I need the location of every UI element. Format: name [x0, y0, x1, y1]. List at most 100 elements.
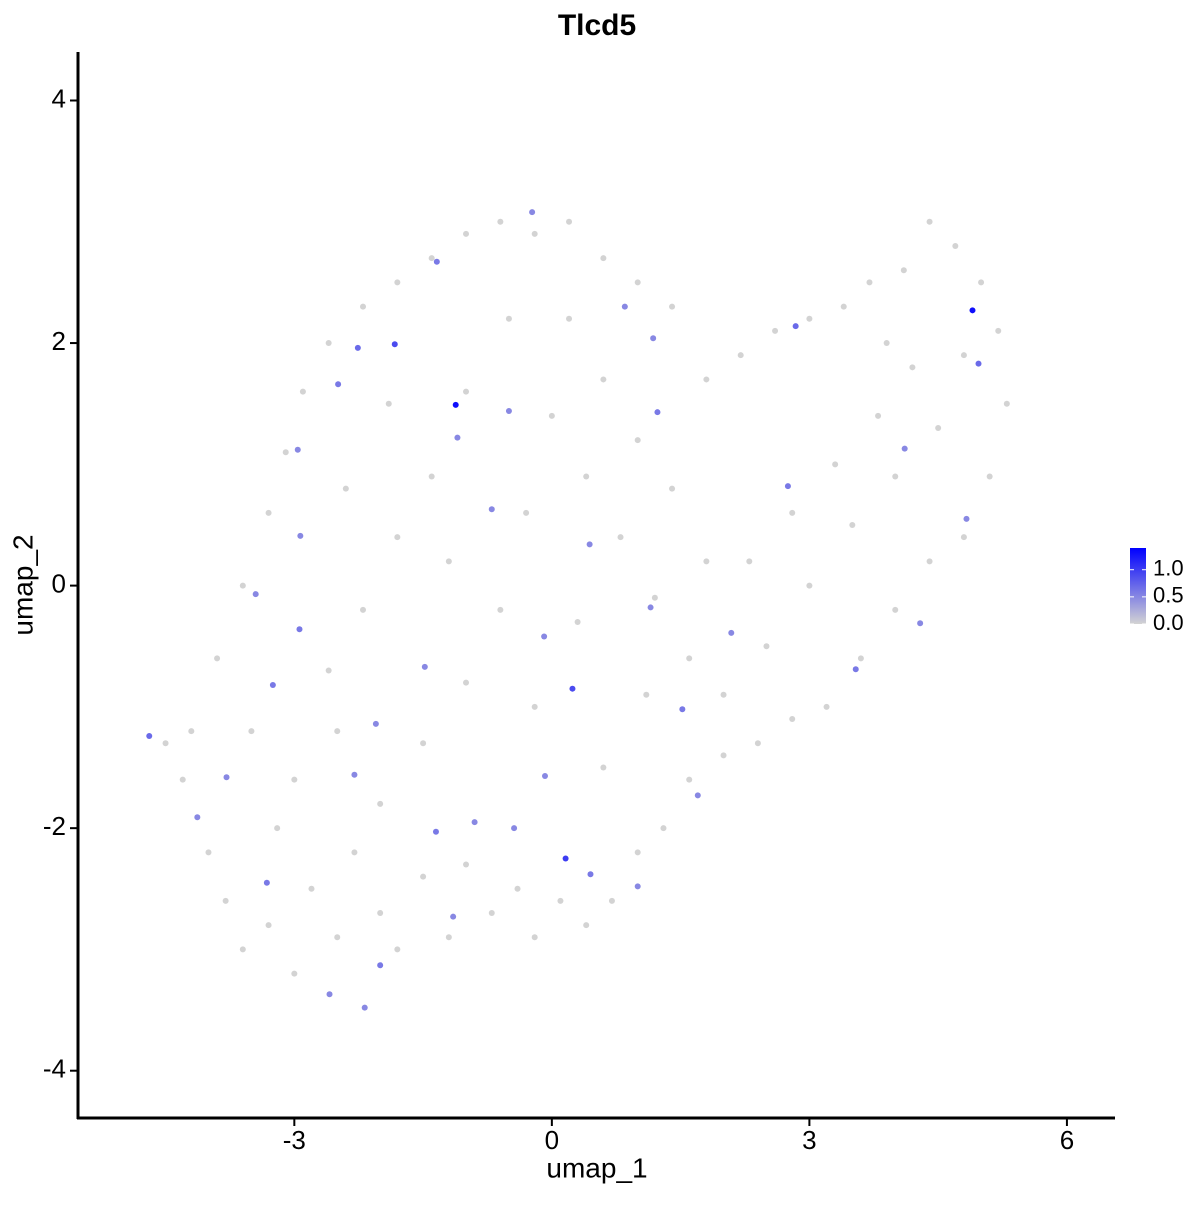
point	[531, 230, 538, 237]
point	[1003, 400, 1010, 407]
chart-title: Tlcd5	[558, 9, 636, 42]
point	[239, 946, 246, 953]
point	[297, 532, 304, 539]
x-tick-label: 0	[545, 1125, 559, 1155]
point	[600, 255, 607, 262]
point	[179, 776, 186, 783]
point	[669, 303, 676, 310]
point	[334, 934, 341, 941]
point	[909, 364, 916, 371]
point	[720, 691, 727, 698]
point	[334, 728, 341, 735]
point	[445, 934, 452, 941]
point	[433, 258, 440, 265]
point	[969, 307, 976, 314]
point	[978, 279, 985, 286]
point	[617, 534, 624, 541]
point	[162, 740, 169, 747]
point	[643, 691, 650, 698]
point	[963, 515, 970, 522]
point	[294, 446, 301, 453]
point	[325, 340, 332, 347]
point	[583, 473, 590, 480]
point	[282, 449, 289, 456]
point	[291, 970, 298, 977]
point	[669, 485, 676, 492]
point	[728, 629, 735, 636]
point	[514, 885, 521, 892]
point	[608, 897, 615, 904]
y-tick-label: 4	[52, 83, 66, 113]
point	[654, 409, 661, 416]
point	[960, 352, 967, 359]
point	[523, 509, 530, 516]
point	[488, 910, 495, 917]
point	[935, 424, 942, 431]
point	[432, 828, 439, 835]
point	[892, 473, 899, 480]
point	[505, 315, 512, 322]
point	[566, 315, 573, 322]
point	[784, 483, 791, 490]
point	[351, 849, 358, 856]
point	[686, 655, 693, 662]
point	[986, 473, 993, 480]
point	[222, 897, 229, 904]
point	[754, 740, 761, 747]
point	[586, 541, 593, 548]
point	[772, 327, 779, 334]
point	[857, 655, 864, 662]
y-tick-label: -4	[43, 1054, 66, 1084]
point	[806, 315, 813, 322]
point	[325, 667, 332, 674]
point	[548, 412, 555, 419]
point	[901, 445, 908, 452]
point	[566, 218, 573, 225]
point	[372, 720, 379, 727]
point	[917, 620, 924, 627]
point	[420, 740, 427, 747]
point	[497, 606, 504, 613]
point	[720, 752, 727, 759]
point	[452, 401, 459, 408]
point	[660, 825, 667, 832]
point	[428, 255, 435, 262]
point	[463, 861, 470, 868]
x-tick-label: 6	[1060, 1125, 1074, 1155]
x-tick-label: 3	[802, 1125, 816, 1155]
point	[926, 218, 933, 225]
point	[600, 376, 607, 383]
x-axis-label: umap_1	[546, 1152, 647, 1183]
point	[463, 388, 470, 395]
point	[188, 728, 195, 735]
point	[541, 773, 548, 780]
point	[737, 352, 744, 359]
point	[866, 279, 873, 286]
point	[529, 209, 536, 216]
point	[505, 407, 512, 414]
point	[248, 728, 255, 735]
y-tick-label: 0	[52, 568, 66, 598]
point	[694, 792, 701, 799]
point	[832, 461, 839, 468]
point	[875, 412, 882, 419]
x-tick-label: -3	[283, 1125, 306, 1155]
point	[274, 825, 281, 832]
point	[883, 340, 890, 347]
point	[263, 879, 270, 886]
point	[763, 643, 770, 650]
point	[823, 703, 830, 710]
point	[463, 679, 470, 686]
point	[326, 991, 333, 998]
point	[394, 946, 401, 953]
point	[852, 666, 859, 673]
point	[650, 335, 657, 342]
point	[583, 922, 590, 929]
point	[634, 849, 641, 856]
point	[391, 341, 398, 348]
point	[746, 558, 753, 565]
point	[428, 473, 435, 480]
point	[634, 437, 641, 444]
point	[360, 303, 367, 310]
point	[792, 323, 799, 330]
